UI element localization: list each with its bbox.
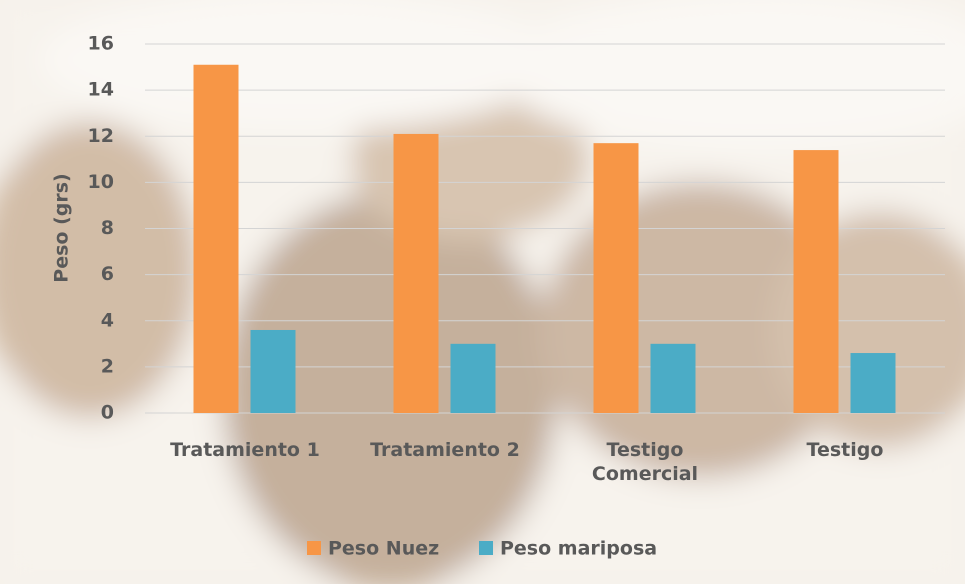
x-tick-label: Tratamiento 1 — [165, 438, 325, 462]
y-tick-label: 2 — [101, 355, 114, 377]
chart: Peso (grs) 0 2 4 6 8 10 12 14 16 Peso Nuez Peso ma… — [0, 0, 965, 584]
x-tick-label: Testigo — [765, 438, 925, 462]
bar — [594, 143, 639, 413]
legend-label: Peso Nuez — [328, 538, 439, 560]
y-tick-label: 6 — [101, 263, 114, 285]
y-tick-label: 14 — [88, 79, 114, 101]
y-tick-label: 10 — [88, 171, 114, 193]
y-axis-title: Peso (grs) — [51, 173, 73, 282]
y-tick-label: 0 — [101, 402, 114, 424]
bar — [394, 134, 439, 413]
bar — [794, 150, 839, 413]
y-tick-label: 16 — [88, 33, 114, 55]
bar — [651, 344, 696, 413]
x-tick-label: Tratamiento 2 — [365, 438, 525, 462]
bar — [194, 65, 239, 413]
x-tick-label: Testigo Comercial — [565, 438, 725, 486]
bar — [251, 330, 296, 413]
chart-container: Peso (grs) 0 2 4 6 8 10 12 14 16 Peso Nuez Peso ma… — [0, 0, 965, 584]
legend-swatch — [307, 541, 321, 555]
y-tick-label: 8 — [101, 217, 114, 239]
y-tick-label: 12 — [88, 125, 114, 147]
legend-swatch — [479, 541, 493, 555]
legend-label: Peso mariposa — [500, 538, 657, 560]
y-tick-label: 4 — [101, 309, 114, 331]
bar — [851, 353, 896, 413]
bar — [451, 344, 496, 413]
